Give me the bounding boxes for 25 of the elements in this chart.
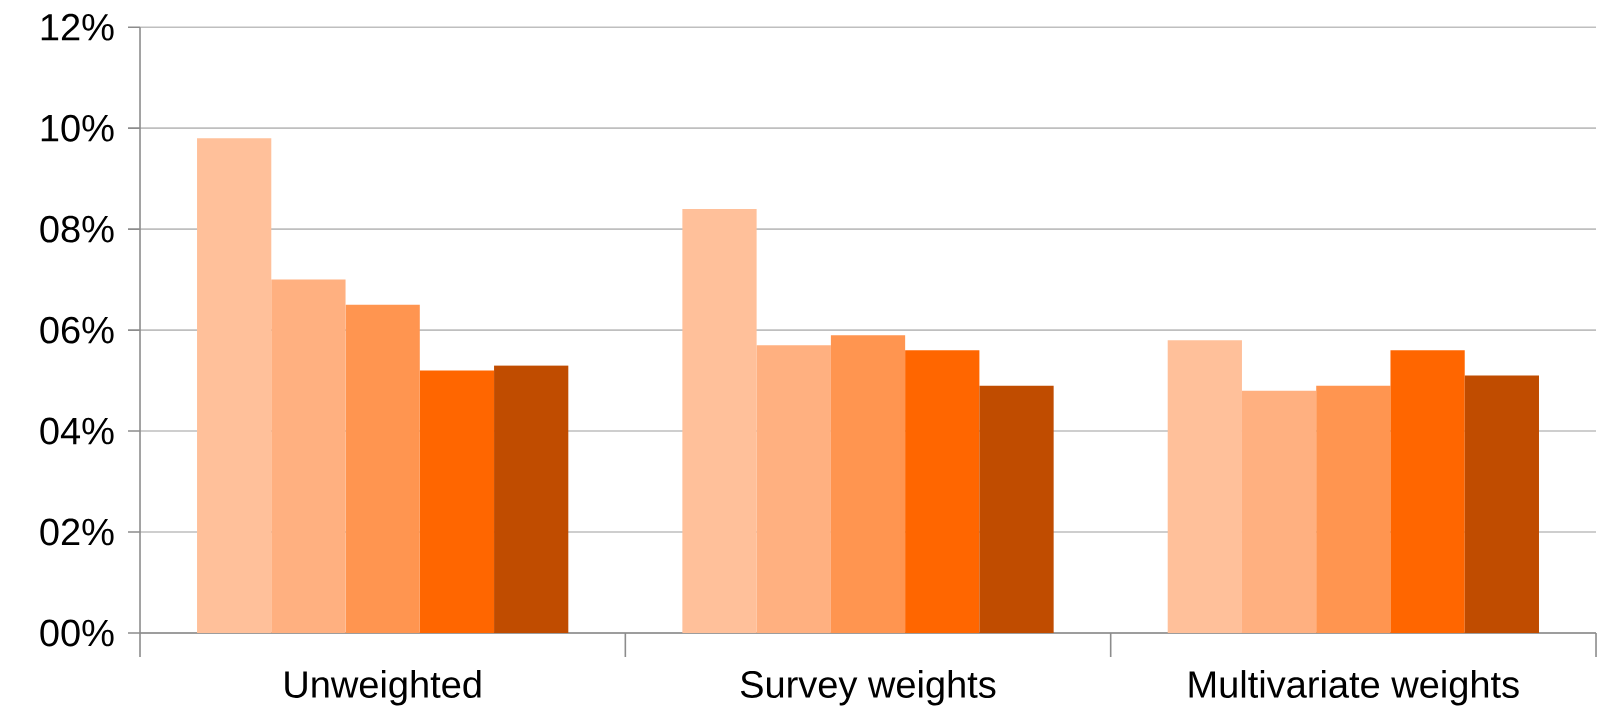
y-tick-label: 00% (40, 619, 114, 647)
y-tick-label: 04% (40, 417, 114, 445)
bar (1241, 390, 1317, 633)
bar (419, 370, 495, 633)
y-tick-label: 12% (41, 13, 114, 41)
bar (830, 335, 906, 633)
bar (1316, 385, 1391, 633)
y-tick-label: 02% (40, 518, 114, 546)
bar (345, 304, 420, 633)
y-tick-label: 08% (40, 215, 114, 243)
x-tick-label: Multivariate weights (1189, 670, 1519, 706)
y-tick-label: 10% (41, 114, 114, 142)
bar (197, 138, 272, 633)
bar (271, 279, 346, 633)
bar (756, 345, 831, 633)
bar (1167, 340, 1242, 633)
bar (905, 350, 980, 633)
bar (1464, 375, 1539, 633)
bar (979, 385, 1054, 633)
y-tick-label: 06% (40, 316, 114, 344)
x-tick-label: Survey weights (740, 670, 996, 706)
bar (1390, 350, 1465, 633)
bar (682, 208, 757, 633)
bar (494, 365, 569, 633)
x-tick-label: Unweighted (285, 670, 481, 706)
